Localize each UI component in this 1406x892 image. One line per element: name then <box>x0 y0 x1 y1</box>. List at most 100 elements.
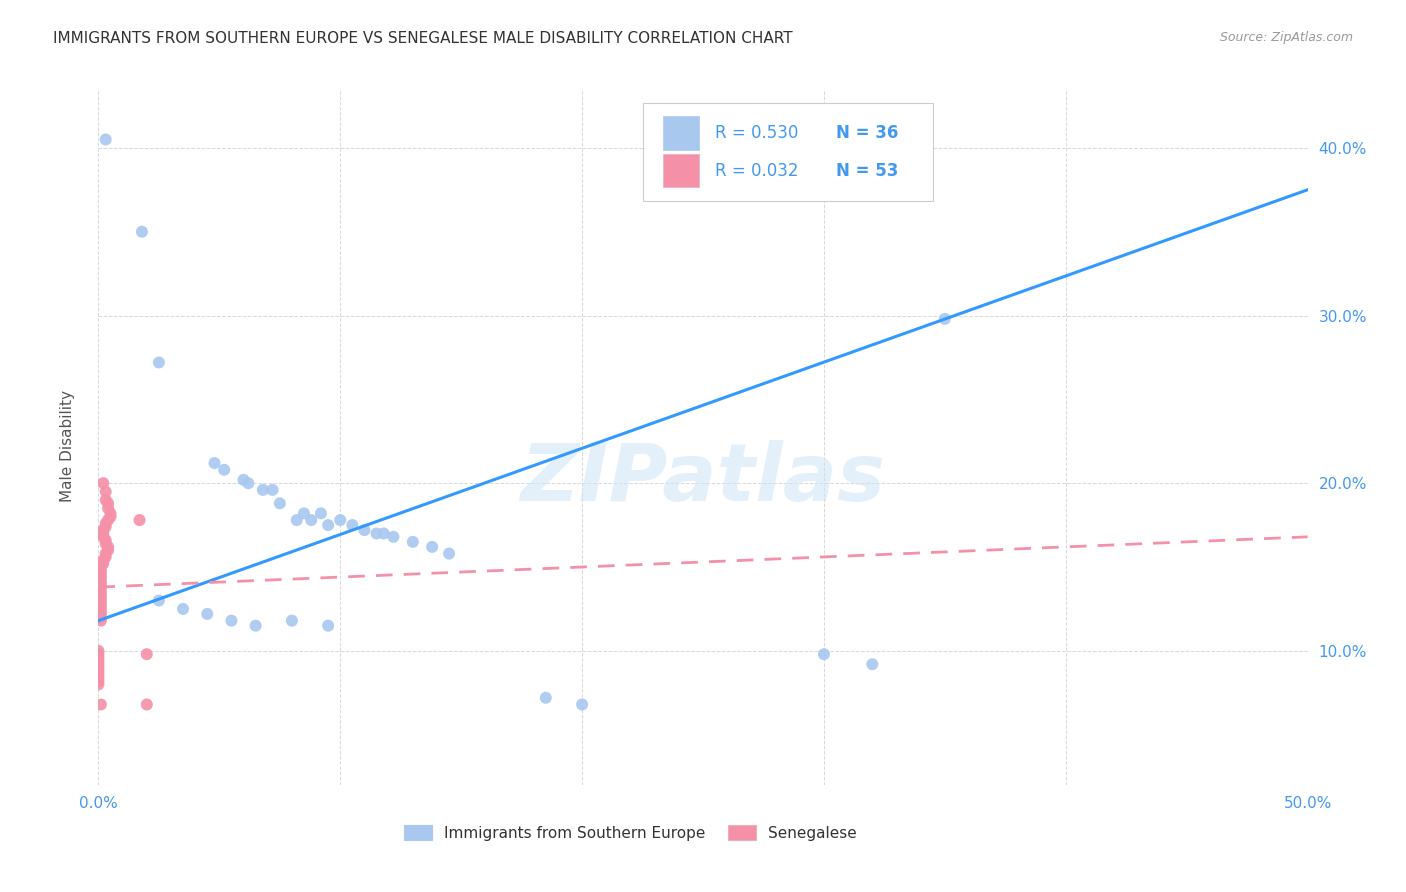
Point <box>269 496 291 510</box>
Point <box>91 476 114 491</box>
Point <box>87 650 110 665</box>
Point <box>87 660 110 674</box>
Point <box>87 644 110 658</box>
Point <box>90 600 112 615</box>
Text: N = 53: N = 53 <box>837 161 898 179</box>
FancyBboxPatch shape <box>643 103 932 201</box>
Point <box>366 526 388 541</box>
Point <box>420 540 443 554</box>
Point <box>90 610 112 624</box>
Point <box>316 518 339 533</box>
Point <box>90 698 112 712</box>
Point <box>245 618 267 632</box>
Point <box>94 516 117 531</box>
Point <box>90 593 112 607</box>
Point <box>135 647 157 661</box>
Point <box>373 526 395 541</box>
Point <box>97 501 120 516</box>
Point <box>90 560 112 574</box>
Point <box>90 576 112 591</box>
Point <box>329 513 352 527</box>
Point <box>90 607 112 621</box>
Point <box>128 513 150 527</box>
Point <box>90 563 112 577</box>
Point <box>172 602 194 616</box>
Point <box>87 647 110 661</box>
Point <box>238 476 260 491</box>
Text: Source: ZipAtlas.com: Source: ZipAtlas.com <box>1219 31 1353 45</box>
Point <box>87 667 110 681</box>
Point <box>342 518 364 533</box>
Point <box>94 132 117 146</box>
Point <box>97 496 120 510</box>
Point <box>87 657 110 672</box>
Point <box>87 654 110 668</box>
Text: ZIPatlas: ZIPatlas <box>520 440 886 518</box>
Point <box>87 671 110 685</box>
Point <box>90 580 112 594</box>
Point <box>292 507 315 521</box>
Text: Male Disability: Male Disability <box>60 390 75 502</box>
Point <box>571 698 593 712</box>
Point <box>94 484 117 499</box>
Point <box>90 570 112 584</box>
Point <box>934 311 956 326</box>
Point <box>97 543 120 558</box>
FancyBboxPatch shape <box>664 116 699 150</box>
Point <box>860 657 883 672</box>
Point <box>90 574 112 588</box>
Point <box>91 523 114 537</box>
Point <box>87 677 110 691</box>
Point <box>285 513 308 527</box>
Point <box>195 607 218 621</box>
Point <box>94 533 117 548</box>
Point <box>91 557 114 571</box>
Point <box>90 604 112 618</box>
Point <box>94 520 117 534</box>
Point <box>221 614 243 628</box>
Point <box>90 587 112 601</box>
Point <box>87 673 110 688</box>
Point <box>309 507 332 521</box>
Point <box>90 566 112 581</box>
Point <box>91 526 114 541</box>
Point <box>94 536 117 550</box>
Point <box>382 530 405 544</box>
Point <box>135 698 157 712</box>
Text: IMMIGRANTS FROM SOUTHERN EUROPE VS SENEGALESE MALE DISABILITY CORRELATION CHART: IMMIGRANTS FROM SOUTHERN EUROPE VS SENEG… <box>53 31 793 46</box>
Point <box>97 540 120 554</box>
Point <box>94 549 117 564</box>
Point <box>262 483 284 497</box>
Point <box>353 523 375 537</box>
Point <box>91 553 114 567</box>
Point <box>90 614 112 628</box>
Point <box>94 547 117 561</box>
Point <box>90 583 112 598</box>
Point <box>87 664 110 678</box>
Point <box>813 647 835 661</box>
Point <box>204 456 226 470</box>
Point <box>212 463 235 477</box>
Point <box>100 507 122 521</box>
Point <box>437 547 460 561</box>
Point <box>299 513 322 527</box>
Point <box>90 590 112 604</box>
Text: N = 36: N = 36 <box>837 124 898 142</box>
Text: R = 0.032: R = 0.032 <box>716 161 799 179</box>
Point <box>148 593 170 607</box>
Point <box>94 492 117 507</box>
Point <box>90 597 112 611</box>
Point <box>316 618 339 632</box>
FancyBboxPatch shape <box>664 154 699 187</box>
Point <box>97 513 120 527</box>
Point <box>252 483 274 497</box>
Point <box>402 534 425 549</box>
Point <box>131 225 153 239</box>
Point <box>100 509 122 524</box>
Point <box>534 690 557 705</box>
Point <box>91 530 114 544</box>
Legend: Immigrants from Southern Europe, Senegalese: Immigrants from Southern Europe, Senegal… <box>398 819 863 847</box>
Point <box>148 355 170 369</box>
Text: R = 0.530: R = 0.530 <box>716 124 799 142</box>
Point <box>232 473 254 487</box>
